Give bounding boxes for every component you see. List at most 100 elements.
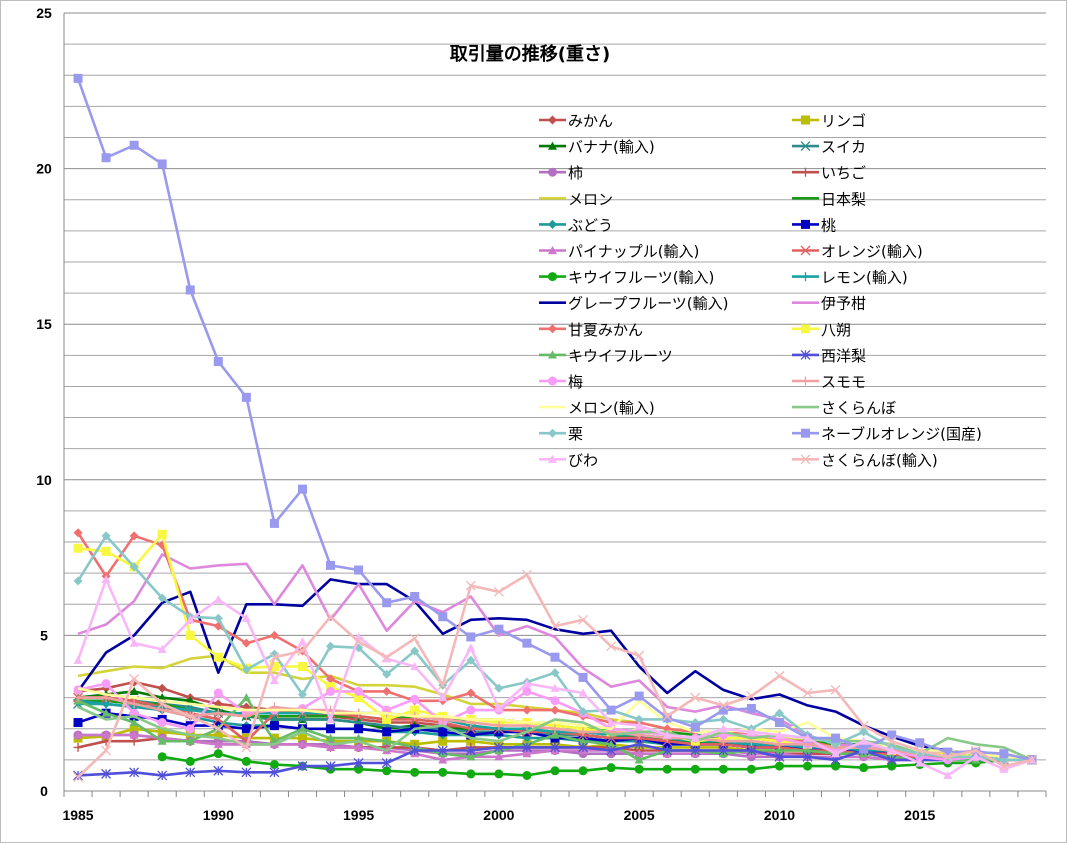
y-tick-label: 5 bbox=[40, 627, 48, 643]
legend-item: リンゴ bbox=[792, 112, 866, 130]
legend-item: ぶどう bbox=[539, 216, 613, 234]
data-point bbox=[803, 761, 813, 771]
data-point bbox=[550, 724, 560, 734]
data-point bbox=[241, 711, 251, 721]
data-point bbox=[831, 761, 841, 771]
data-point bbox=[801, 167, 810, 177]
legend-item: 柿 bbox=[539, 164, 583, 182]
data-point bbox=[999, 764, 1009, 773]
data-point bbox=[887, 730, 897, 740]
data-point bbox=[774, 730, 784, 739]
legend-item: 日本梨 bbox=[792, 190, 866, 208]
legend-item: 梅 bbox=[539, 373, 583, 391]
data-point bbox=[662, 764, 672, 774]
data-point bbox=[354, 693, 364, 703]
x-tick-label: 2015 bbox=[904, 807, 935, 823]
legend-item: キウイフルーツ(輸入) bbox=[539, 269, 714, 287]
data-point bbox=[241, 724, 251, 734]
data-point bbox=[326, 560, 336, 570]
data-point bbox=[73, 772, 83, 782]
data-point bbox=[129, 638, 139, 647]
data-point bbox=[213, 723, 224, 734]
data-point bbox=[101, 679, 111, 689]
data-point bbox=[493, 742, 504, 753]
data-point bbox=[746, 727, 756, 736]
legend-label: スイカ bbox=[821, 138, 866, 156]
data-point bbox=[718, 724, 728, 733]
legend-item: バナナ(輸入) bbox=[539, 138, 655, 156]
data-point bbox=[157, 736, 167, 745]
data-point bbox=[437, 745, 448, 756]
legend-label: みかん bbox=[568, 112, 613, 130]
data-point bbox=[438, 755, 448, 764]
data-point bbox=[241, 613, 251, 622]
data-point bbox=[466, 655, 476, 665]
data-point bbox=[325, 611, 336, 622]
data-point bbox=[494, 683, 504, 693]
data-point bbox=[548, 272, 557, 282]
legend-label: さくらんぼ(輸入) bbox=[821, 451, 938, 469]
data-point bbox=[269, 518, 279, 528]
data-point bbox=[241, 392, 251, 402]
data-point bbox=[438, 736, 448, 746]
data-point bbox=[466, 632, 476, 642]
data-point bbox=[774, 746, 784, 755]
data-point bbox=[999, 749, 1009, 759]
data-point bbox=[129, 686, 139, 696]
data-point bbox=[971, 752, 981, 761]
legend-label: ぶどう bbox=[568, 216, 613, 234]
data-point bbox=[606, 763, 616, 773]
data-point bbox=[634, 691, 644, 701]
legend-item: パイナップル(輸入) bbox=[539, 243, 699, 261]
data-point bbox=[325, 761, 336, 772]
legend-label: メロン(輸入) bbox=[568, 399, 655, 417]
data-point bbox=[129, 724, 139, 734]
data-point bbox=[830, 684, 841, 695]
legend-item: スイカ bbox=[792, 138, 866, 156]
data-point bbox=[578, 766, 588, 776]
data-point bbox=[466, 769, 476, 779]
legend-label: びわ bbox=[568, 451, 598, 469]
x-tick-label: 2005 bbox=[624, 807, 655, 823]
data-point bbox=[269, 676, 279, 685]
data-point bbox=[718, 705, 728, 715]
data-point bbox=[73, 730, 83, 739]
legend-item: メロン(輸入) bbox=[539, 399, 655, 417]
data-point bbox=[269, 652, 280, 663]
x-tick-labels: 1985 1990 1995 2000 2005 2010 2015 bbox=[62, 807, 935, 823]
data-point bbox=[353, 636, 364, 647]
data-point bbox=[297, 646, 308, 656]
legend-item: キウイフルーツ bbox=[539, 347, 673, 365]
legend-label: 西洋梨 bbox=[821, 347, 866, 365]
legend-item: メロン bbox=[539, 190, 613, 208]
data-point bbox=[942, 751, 953, 762]
data-point bbox=[354, 764, 364, 774]
data-point bbox=[494, 721, 504, 731]
data-point bbox=[550, 621, 560, 632]
data-point bbox=[466, 688, 476, 698]
legend-item: 桃 bbox=[792, 216, 836, 234]
data-point bbox=[73, 693, 83, 703]
x-tick-label: 1995 bbox=[343, 807, 374, 823]
data-point bbox=[185, 767, 196, 778]
data-point bbox=[354, 733, 364, 742]
data-point bbox=[185, 285, 195, 295]
legend-label: さくらんぼ bbox=[821, 399, 896, 417]
data-point bbox=[774, 761, 784, 771]
data-point bbox=[746, 745, 757, 756]
data-point bbox=[662, 739, 672, 749]
data-point bbox=[578, 707, 588, 717]
data-point bbox=[634, 749, 644, 758]
data-point bbox=[326, 641, 336, 651]
data-point bbox=[550, 705, 560, 715]
data-point bbox=[494, 769, 504, 779]
data-point bbox=[326, 724, 336, 734]
data-point bbox=[382, 766, 392, 776]
data-point bbox=[129, 699, 139, 709]
data-point bbox=[662, 730, 672, 739]
legend-label: 柿 bbox=[568, 164, 583, 182]
data-point bbox=[297, 484, 307, 494]
data-point bbox=[73, 543, 83, 553]
data-point bbox=[73, 73, 83, 83]
x-tick-label: 2000 bbox=[483, 807, 514, 823]
